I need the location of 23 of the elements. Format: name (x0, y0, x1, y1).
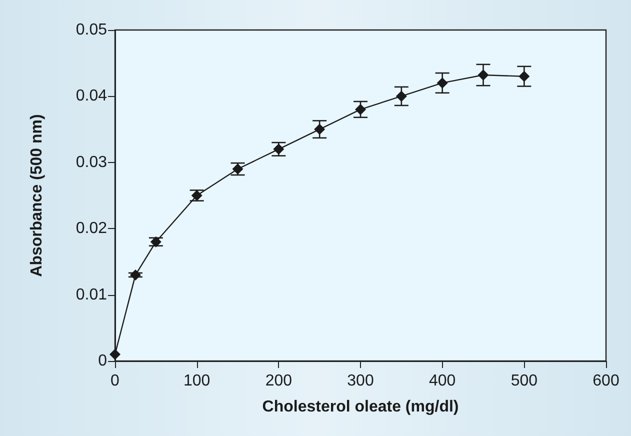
point (518, 70, 530, 82)
x-axis-title: Cholesterol oleate (mg/dl) (262, 398, 459, 416)
y-tick-label: 0.05 (76, 22, 108, 38)
x-tick-label: 0 (110, 372, 120, 390)
x-tick-label: 500 (510, 372, 538, 390)
y-tick-label: 0.03 (76, 154, 108, 171)
x-tick-label: 200 (265, 372, 292, 390)
point (314, 124, 326, 135)
x-tick-label: 100 (183, 372, 210, 390)
y-axis-title: Absorbance (500 nm) (28, 114, 46, 277)
point (478, 70, 489, 81)
point (130, 269, 141, 280)
y-tick-label: 0.02 (76, 220, 108, 238)
point (436, 77, 448, 88)
y-tick-label: 0.04 (76, 88, 108, 105)
point (396, 90, 407, 102)
x-tick-label: 600 (592, 372, 620, 390)
point (150, 236, 162, 248)
x-tick-label: 400 (428, 372, 456, 390)
x-tick-label: 300 (347, 372, 374, 390)
point (355, 104, 366, 115)
y-tick-label: 0.01 (76, 286, 108, 304)
y-tick-label: 0 (98, 352, 108, 370)
